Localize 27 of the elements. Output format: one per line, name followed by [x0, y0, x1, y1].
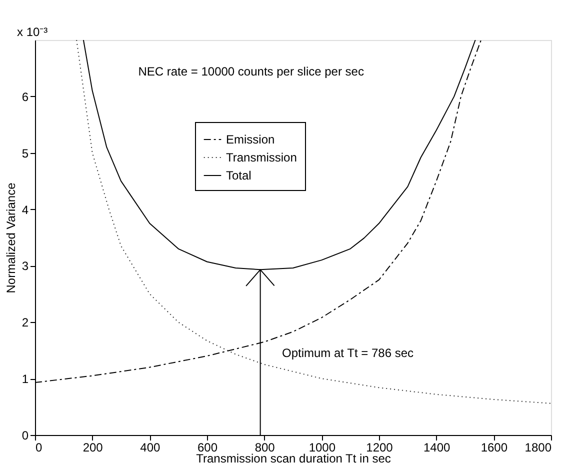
legend-label: Total — [226, 168, 252, 182]
y-tick-label: 1 — [22, 372, 29, 386]
x-tick-label: 1600 — [480, 440, 508, 454]
y-tick-label: 6 — [22, 90, 29, 104]
x-tick-label: 200 — [82, 440, 104, 454]
x-tick-label: 1800 — [524, 440, 552, 454]
x-tick-label: 800 — [254, 440, 276, 454]
line-series — [82, 40, 476, 270]
text: x 10⁻³ — [17, 25, 48, 39]
y-tick-label: 2 — [22, 316, 29, 330]
x-tick-label: 1000 — [308, 440, 336, 454]
line-series — [76, 40, 551, 404]
y-tick-label: 5 — [22, 146, 29, 160]
annotation: Optimum at Tt = 786 sec — [282, 346, 414, 360]
x-tick-label: 1200 — [366, 440, 394, 454]
legend-label: Transmission — [226, 150, 297, 164]
x-tick-label: 600 — [197, 440, 218, 454]
y-tick-label: 0 — [22, 428, 29, 442]
x-tick-label: 0 — [36, 440, 42, 454]
x-tick-label: 1400 — [423, 440, 451, 454]
x-axis-title: Transmission scan duration Tt in sec — [196, 452, 391, 466]
legend-label: Emission — [226, 132, 275, 146]
y-tick-label: 3 — [22, 259, 29, 274]
y-axis-title: Normalized Variance — [4, 182, 18, 294]
y-tick-label: 4 — [22, 202, 29, 217]
annotation: NEC rate = 10000 counts per slice per sec — [138, 64, 364, 79]
x-tick-label: 400 — [140, 440, 160, 454]
